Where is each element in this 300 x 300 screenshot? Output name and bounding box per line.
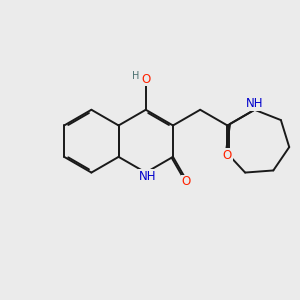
Text: NH: NH: [139, 170, 157, 183]
Text: H: H: [132, 71, 140, 81]
Text: O: O: [223, 148, 232, 162]
Text: O: O: [141, 73, 150, 85]
Text: O: O: [182, 176, 191, 188]
Text: NH: NH: [246, 98, 263, 110]
